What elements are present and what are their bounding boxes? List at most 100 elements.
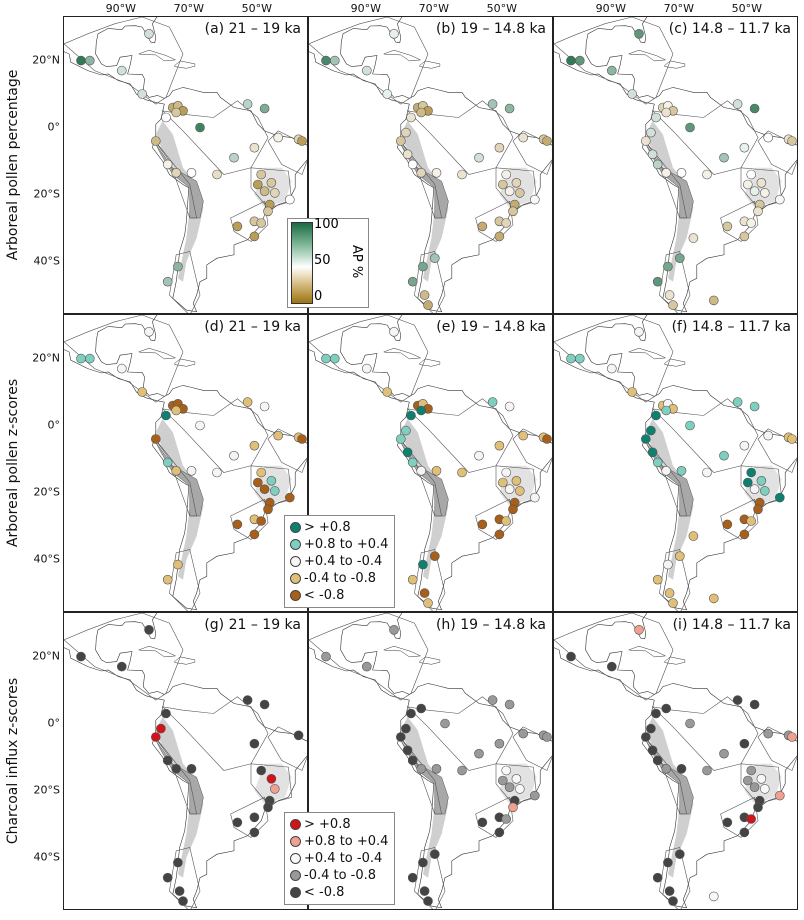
site-marker xyxy=(518,728,528,739)
site-marker xyxy=(676,764,687,774)
site-marker xyxy=(477,519,488,530)
biome-region-outline xyxy=(309,613,429,701)
legend-label: < -0.8 xyxy=(304,885,345,900)
site-marker xyxy=(285,194,295,205)
andes-highlands xyxy=(400,418,449,580)
biome-region-outline xyxy=(720,498,759,540)
biome-region-outline xyxy=(720,796,759,838)
site-marker xyxy=(137,387,147,397)
legend-item: +0.4 to -0.4 xyxy=(290,553,388,570)
latitude-tick: 20°S xyxy=(33,485,60,499)
biome-region-outline xyxy=(495,465,538,507)
site-marker xyxy=(137,89,147,99)
site-marker xyxy=(709,891,719,902)
biome-region-outline xyxy=(250,167,293,209)
island-cuba xyxy=(382,347,422,360)
site-marker xyxy=(84,353,95,364)
legend-swatch-icon xyxy=(290,573,301,584)
map-panel: (c) 14.8 – 11.7 ka xyxy=(553,16,798,314)
legend-swatch-icon xyxy=(290,887,301,898)
row-label: Arboreal pollen percentage xyxy=(5,69,21,261)
site-marker xyxy=(402,745,413,756)
biome-region-outline xyxy=(414,549,446,611)
site-marker xyxy=(256,169,266,180)
site-marker xyxy=(195,420,205,431)
site-marker xyxy=(256,467,266,478)
site-marker xyxy=(494,738,505,749)
latitude-tick: 40°S xyxy=(33,254,60,268)
site-marker xyxy=(151,732,161,742)
biome-region-outline xyxy=(642,435,687,517)
site-marker xyxy=(116,661,127,672)
biome-region-outline xyxy=(414,847,446,909)
site-marker xyxy=(760,784,770,794)
map-panel: (f) 14.8 – 11.7 ka xyxy=(553,314,798,612)
latitude-tick: 0° xyxy=(47,120,61,134)
latitude-tick: 40°S xyxy=(33,552,60,566)
panel-title: (e) 19 – 14.8 ka xyxy=(436,319,546,335)
site-marker xyxy=(477,817,488,828)
site-marker xyxy=(361,65,372,76)
site-marker xyxy=(775,790,785,801)
biome-region-outline xyxy=(397,733,442,815)
site-marker xyxy=(651,410,661,421)
site-marker xyxy=(641,732,651,742)
site-marker xyxy=(162,872,173,883)
site-marker xyxy=(606,363,617,374)
site-marker xyxy=(743,477,753,488)
site-marker xyxy=(144,624,154,635)
legend-swatch-icon xyxy=(290,836,301,847)
site-marker xyxy=(259,484,270,494)
andes-highlands xyxy=(155,418,204,580)
legend-item: < -0.8 xyxy=(290,884,388,901)
site-marker xyxy=(702,765,712,776)
site-marker xyxy=(162,574,173,585)
site-marker xyxy=(361,661,372,672)
site-marker xyxy=(504,782,515,792)
longitude-tick: 90°W xyxy=(350,2,381,15)
biome-region-outline xyxy=(757,428,797,473)
site-marker xyxy=(259,103,270,114)
biome-region-outline xyxy=(267,130,307,175)
site-marker xyxy=(746,814,756,824)
site-marker xyxy=(504,401,515,412)
longitude-tick: 50°W xyxy=(486,2,517,15)
island-cuba xyxy=(137,347,177,360)
legend-label: -0.4 to -0.8 xyxy=(304,571,377,586)
biome-region-outline xyxy=(554,315,674,403)
site-marker xyxy=(709,295,719,306)
site-marker xyxy=(297,434,307,444)
site-marker xyxy=(574,55,585,66)
site-marker xyxy=(162,159,173,170)
site-marker xyxy=(647,149,658,160)
site-marker xyxy=(652,457,663,468)
site-marker xyxy=(263,206,273,217)
site-marker xyxy=(685,420,695,431)
biome-region-outline xyxy=(720,200,759,242)
row-label: Arboreal pollen z-scores xyxy=(5,378,21,548)
site-marker xyxy=(530,194,540,205)
land-outline xyxy=(554,17,797,313)
site-marker xyxy=(501,467,511,478)
site-marker xyxy=(430,849,440,859)
biome-region-outline xyxy=(161,398,269,473)
site-marker xyxy=(76,55,86,66)
site-marker xyxy=(396,434,406,444)
site-marker xyxy=(416,405,426,416)
latitude-tick: 40°S xyxy=(33,850,60,864)
site-marker xyxy=(746,516,756,526)
site-marker xyxy=(321,651,331,662)
site-marker xyxy=(753,802,763,813)
site-marker xyxy=(84,55,95,66)
site-marker xyxy=(530,790,540,801)
biome-region-outline xyxy=(161,696,269,771)
site-marker xyxy=(321,55,331,66)
island-cuba xyxy=(137,49,177,62)
site-marker xyxy=(418,559,428,570)
site-marker xyxy=(760,188,770,198)
site-marker xyxy=(416,703,426,714)
site-marker xyxy=(530,492,540,503)
longitude-tick: 50°W xyxy=(241,2,272,15)
site-marker xyxy=(641,136,651,146)
site-marker xyxy=(171,466,181,476)
